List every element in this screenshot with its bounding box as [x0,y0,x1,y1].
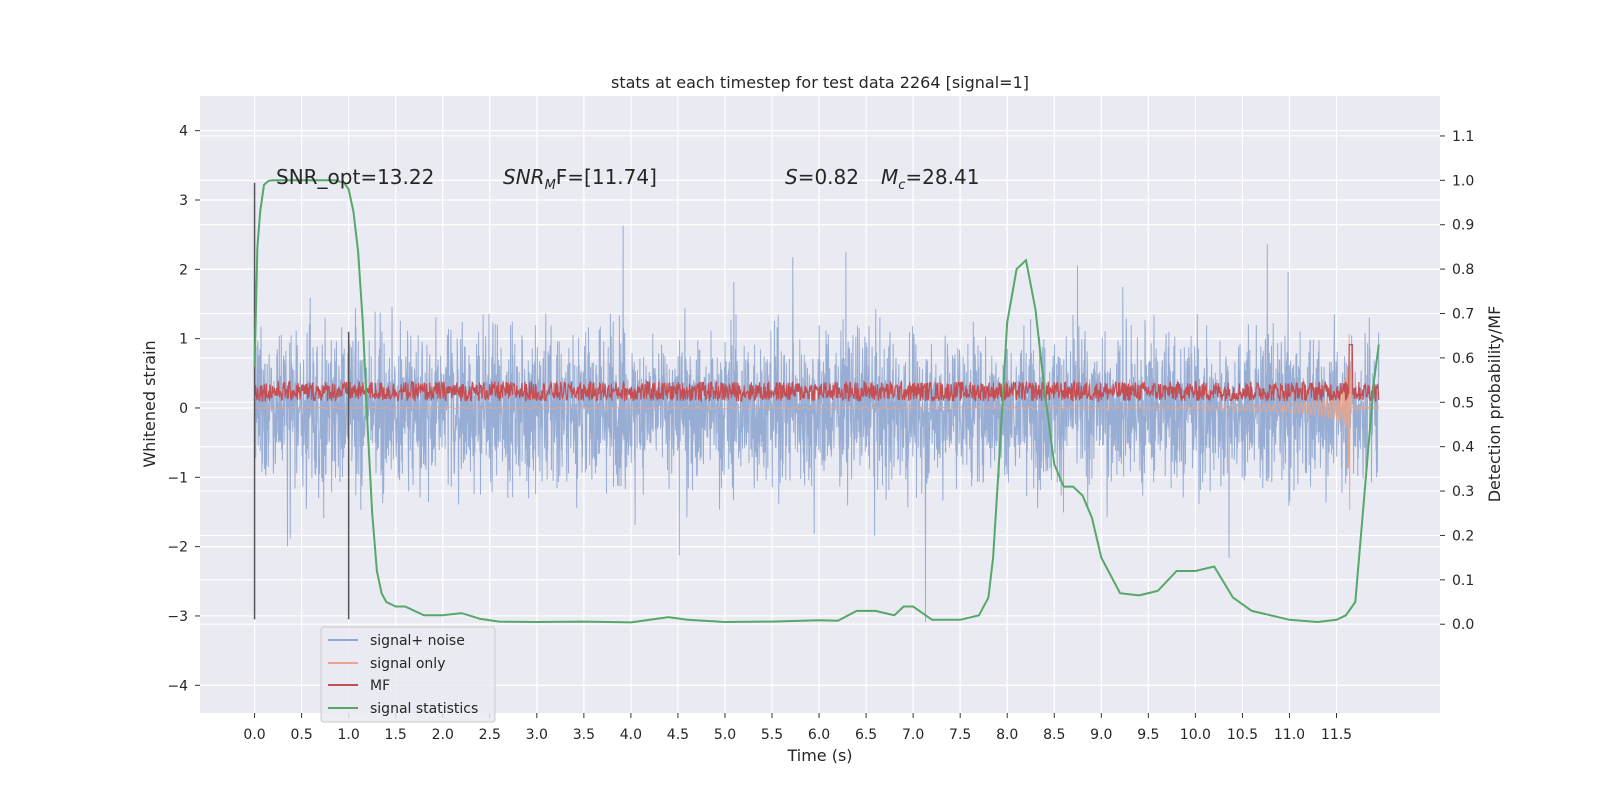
signal-statistics-path [253,179,1380,624]
x-tick-label: 10.5 [1227,727,1258,743]
x-tick-label: 1.0 [338,727,360,743]
y-right-tick-label: 0.4 [1452,440,1474,456]
annotations: SNR_opt=13.22 SNRMF=[11.74] S=0.82 Mc=28… [276,165,979,193]
legend-label-mf: MF [370,678,390,694]
y-right-tick-label: 1.0 [1452,173,1474,189]
signal-path [254,333,1380,511]
signal-noise-trace [254,225,1380,623]
y-tick-label: 2 [179,262,188,278]
y-right-axis-label: Detection probability/MF [1485,306,1504,503]
mf-path [254,344,1380,404]
y-tick-label: −1 [167,470,188,486]
x-tick-label: 3.0 [526,727,548,743]
x-tick-label: 9.0 [1090,727,1112,743]
x-tick-label: 4.0 [620,727,642,743]
y-axis-label: Whitened strain [140,340,159,467]
y-right-tick-label: 0.5 [1452,395,1474,411]
x-tick-label: 0.5 [290,727,312,743]
x-tick-label: 0.0 [243,727,265,743]
legend-label-signal: signal only [370,656,445,672]
signal-only-trace [254,333,1380,511]
y-right-tick-label: 0.9 [1452,218,1474,234]
y-right-tick-label: 0.2 [1452,528,1474,544]
x-axis-ticks: 0.0 0.5 1.0 1.5 2.0 2.5 3.0 3.5 4.0 4.5 5.0 5.5 6.0 6… [243,713,1352,743]
y-right-tick-label: 0.7 [1452,307,1474,323]
x-tick-label: 1.5 [385,727,407,743]
y-tick-label: 4 [179,124,188,140]
x-tick-label: 4.5 [667,727,689,743]
y-right-tick-label: 0.1 [1452,573,1474,589]
x-tick-label: 5.0 [714,727,736,743]
x-tick-label: 6.5 [855,727,877,743]
y-axis-ticks: 4 3 2 1 0 −1 −2 −3 −4 [167,124,200,694]
x-tick-label: 2.0 [432,727,454,743]
legend-label-stat: signal statistics [370,701,478,717]
snr-mf-annotation: SNRMF=[11.74] [503,165,657,193]
x-tick-label: 10.0 [1180,727,1211,743]
y-tick-label: 0 [179,401,188,417]
legend: signal+ noise signal only MF signal stat… [320,626,496,723]
y-right-tick-label: 0.8 [1452,262,1474,278]
x-tick-label: 3.5 [573,727,595,743]
y-right-tick-label: 0.0 [1452,617,1474,633]
legend-label-noise: signal+ noise [370,633,465,649]
marker-lines [253,182,350,620]
legend-box [320,626,496,723]
y-tick-label: 3 [179,193,188,209]
y-right-tick-label: 1.1 [1452,129,1474,145]
snr-opt-annotation: SNR_opt=13.22 [276,165,434,189]
x-tick-label: 9.5 [1137,727,1159,743]
x-axis-label: Time (s) [786,746,852,765]
y-tick-label: −2 [167,540,188,556]
y-right-tick-label: 0.6 [1452,351,1474,367]
x-tick-label: 8.5 [1043,727,1065,743]
x-tick-label: 7.0 [902,727,924,743]
x-tick-label: 7.5 [949,727,971,743]
x-tick-label: 8.0 [996,727,1018,743]
signal-statistics-trace [253,179,1380,624]
noise-path [254,225,1380,623]
y-right-axis-ticks: 1.1 1.0 0.9 0.8 0.7 0.6 0.5 0.4 0.3 0.2 0.1 0.0 [1440,129,1474,633]
mc-annotation: Mc=28.41 [881,165,979,193]
chart-title: stats at each timestep for test data 226… [611,73,1029,92]
mf-trace [254,344,1380,404]
y-tick-label: 1 [179,332,188,348]
y-tick-label: −3 [167,609,188,625]
x-tick-label: 11.5 [1321,727,1352,743]
x-tick-label: 11.0 [1274,727,1305,743]
s-annotation: S=0.82 [785,165,859,189]
y-tick-label: −4 [167,678,188,694]
x-tick-label: 2.5 [479,727,501,743]
x-tick-label: 5.5 [761,727,783,743]
y-right-tick-label: 0.3 [1452,484,1474,500]
x-tick-label: 6.0 [808,727,830,743]
